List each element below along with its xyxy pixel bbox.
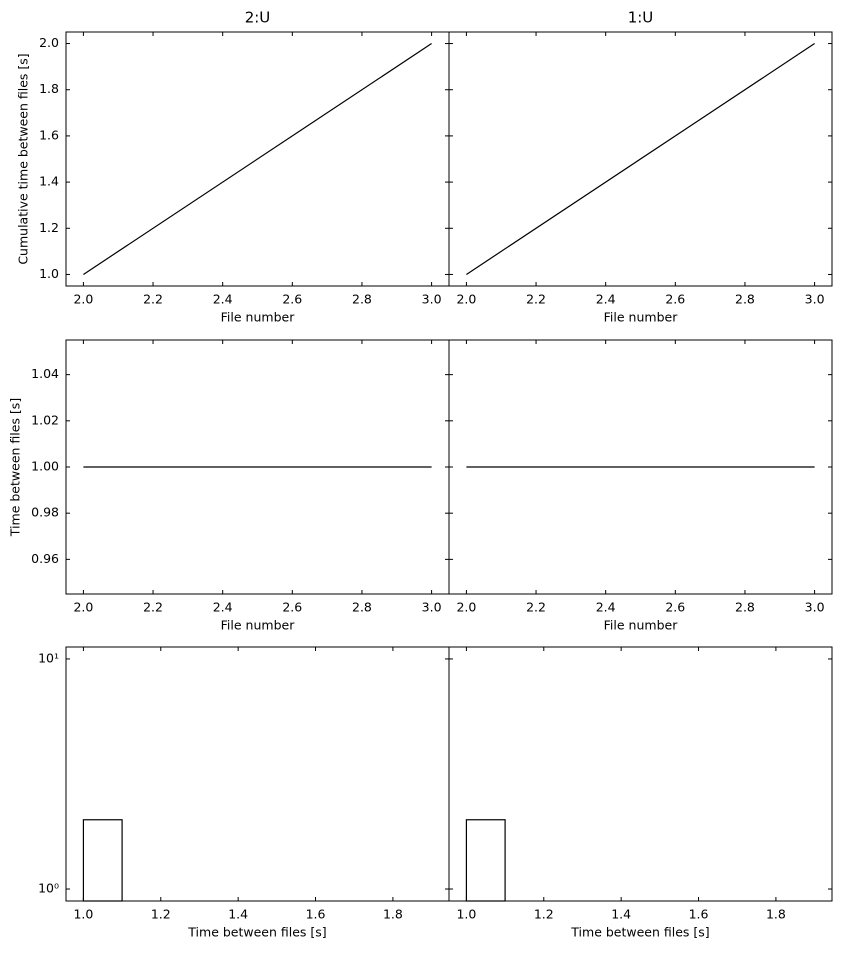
x-tick-label: 3.0	[422, 292, 442, 307]
y-tick-label: 1.8	[39, 81, 59, 96]
hist-bar	[465, 819, 506, 902]
axes-frame	[65, 646, 450, 902]
x-axis-label: File number	[221, 618, 296, 633]
x-tick-label: 1.6	[689, 907, 709, 922]
x-tick-label: 1.8	[766, 907, 786, 922]
axes-frame	[448, 31, 833, 287]
x-tick-label: 2.4	[213, 292, 233, 307]
x-tick-label: 2.2	[526, 292, 546, 307]
x-tick-label: 2.0	[73, 600, 93, 615]
x-tick-label: 2.2	[526, 600, 546, 615]
x-tick-label: 1.4	[228, 907, 248, 922]
x-tick-label: 1.2	[534, 907, 554, 922]
y-tick-label: 1.2	[39, 220, 59, 235]
y-tick-label: 10¹	[38, 650, 59, 665]
y-axis-label: Time between files [s]	[8, 398, 23, 537]
y-tick-label: 1.4	[39, 174, 59, 189]
x-tick-label: 3.0	[805, 600, 825, 615]
x-tick-label: 2.0	[456, 292, 476, 307]
panel-title: 1:U	[628, 9, 654, 27]
x-tick-label: 3.0	[805, 292, 825, 307]
x-axis-label: Time between files [s]	[570, 925, 709, 940]
x-tick-label: 2.6	[282, 292, 302, 307]
x-axis-label: Time between files [s]	[187, 925, 326, 940]
y-tick-label: 1.00	[31, 459, 59, 474]
x-tick-label: 2.2	[143, 292, 163, 307]
x-tick-label: 2.4	[596, 292, 616, 307]
x-tick-label: 3.0	[422, 600, 442, 615]
y-tick-label: 1.04	[31, 366, 59, 381]
x-tick-label: 2.2	[143, 600, 163, 615]
y-tick-label: 1.02	[31, 412, 59, 427]
y-axis-label: Cumulative time between files [s]	[16, 53, 31, 264]
y-tick-label: 0.98	[31, 505, 59, 520]
x-tick-label: 2.4	[596, 600, 616, 615]
x-tick-label: 1.4	[611, 907, 631, 922]
y-tick-label: 1.6	[39, 127, 59, 142]
x-tick-label: 2.6	[665, 600, 685, 615]
x-tick-label: 2.8	[735, 600, 755, 615]
x-axis-label: File number	[221, 310, 296, 325]
axes-frame	[448, 646, 833, 902]
x-tick-label: 2.0	[456, 600, 476, 615]
x-tick-label: 2.4	[213, 600, 233, 615]
x-tick-label: 1.6	[306, 907, 326, 922]
data-line	[466, 43, 815, 275]
x-axis-label: File number	[604, 310, 679, 325]
data-line	[83, 43, 432, 275]
x-tick-label: 1.0	[456, 907, 476, 922]
y-tick-label: 1.0	[39, 266, 59, 281]
x-axis-label: File number	[604, 618, 679, 633]
x-tick-label: 1.8	[383, 907, 403, 922]
x-tick-label: 2.0	[73, 292, 93, 307]
y-tick-label: 0.96	[31, 551, 59, 566]
y-tick-label: 10⁰	[38, 881, 59, 896]
panel-title: 2:U	[245, 9, 271, 27]
x-tick-label: 1.2	[151, 907, 171, 922]
x-tick-label: 1.0	[73, 907, 93, 922]
x-tick-label: 2.6	[665, 292, 685, 307]
x-tick-label: 2.8	[352, 600, 372, 615]
x-tick-label: 2.6	[282, 600, 302, 615]
x-tick-label: 2.8	[352, 292, 372, 307]
hist-bar	[82, 819, 123, 902]
x-tick-label: 2.8	[735, 292, 755, 307]
y-tick-label: 2.0	[39, 35, 59, 50]
axes-frame	[448, 339, 833, 595]
